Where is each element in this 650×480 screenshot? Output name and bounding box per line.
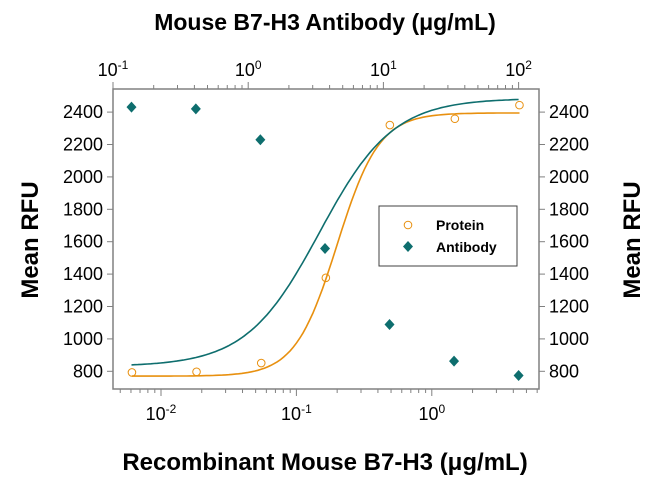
y-tick-label-left: 800 <box>73 361 103 381</box>
legend-label-protein: Protein <box>436 217 484 233</box>
protein-point <box>256 358 266 368</box>
antibody-point <box>449 355 460 367</box>
x2-tick-label-base: 10 <box>98 60 118 80</box>
y-tick-label-left: 2000 <box>63 167 103 187</box>
y-tick-label-right: 2000 <box>549 167 589 187</box>
x2-tick-label-base: 10 <box>505 60 525 80</box>
y-tick-label-left: 1200 <box>63 297 103 317</box>
legend: Protein Antibody <box>378 205 518 267</box>
y-tick-label-right: 1600 <box>549 232 589 252</box>
legend-box <box>378 205 518 267</box>
y-tick-label-left: 1400 <box>63 264 103 284</box>
data-points <box>126 100 524 382</box>
x2-tick-label-exponent: 1 <box>390 58 397 72</box>
legend-marker-protein <box>403 220 413 230</box>
x-tick-label-exponent: -2 <box>166 402 177 416</box>
legend-label-antibody: Antibody <box>436 239 497 255</box>
y-tick-label-right: 800 <box>549 361 579 381</box>
x2-tick-label-exponent: -1 <box>118 58 129 72</box>
plot-frame <box>112 88 540 390</box>
x-tick-label: 10-1 <box>281 402 312 424</box>
x2-tick-label: 10-1 <box>98 58 129 80</box>
x2-tick-label: 102 <box>505 58 532 80</box>
x-tick-label-base: 10 <box>146 404 166 424</box>
x2-tick-label: 101 <box>370 58 397 80</box>
y-tick-label-right: 2400 <box>549 102 589 122</box>
protein-point <box>321 273 331 283</box>
x2-tick-label-base: 10 <box>235 60 255 80</box>
y-tick-label-right: 1000 <box>549 329 589 349</box>
y-tick-label-left: 2400 <box>63 102 103 122</box>
x-tick-label-exponent: -1 <box>301 402 312 416</box>
x-tick-label: 100 <box>418 402 445 424</box>
x-tick-label-base: 10 <box>281 404 301 424</box>
y-tick-label-right: 1400 <box>549 264 589 284</box>
chart-title: Mouse B7-H3 Antibody (μg/mL) <box>154 9 496 35</box>
y-tick-label-left: 1000 <box>63 329 103 349</box>
x-axis-label: Recombinant Mouse B7-H3 (μg/mL) <box>122 449 527 476</box>
y-tick-label-left: 2200 <box>63 135 103 155</box>
y-tick-label-left: 1600 <box>63 232 103 252</box>
protein-point <box>192 367 201 377</box>
antibody-point <box>513 370 524 382</box>
y-tick-label-right: 1200 <box>549 297 589 317</box>
antibody-point <box>384 318 395 330</box>
x2-tick-label: 100 <box>235 58 262 80</box>
x2-tick-label-exponent: 0 <box>255 58 262 72</box>
antibody-point <box>190 103 201 115</box>
protein-point <box>385 120 395 130</box>
x2-tick-label-base: 10 <box>370 60 390 80</box>
protein-point <box>515 100 524 110</box>
protein-point <box>450 114 460 124</box>
x-tick-label-exponent: 0 <box>438 402 445 416</box>
antibody-point <box>255 134 266 146</box>
y-tick-label-right: 2200 <box>549 135 589 155</box>
y-tick-label-left: 1800 <box>63 199 103 219</box>
x-tick-label-base: 10 <box>418 404 438 424</box>
x2-tick-label-exponent: 2 <box>525 58 532 72</box>
antibody-fit-curve <box>131 98 519 366</box>
antibody-point <box>126 101 137 113</box>
x-tick-label: 10-2 <box>146 402 177 424</box>
y-axis-label-right: Mean RFU <box>619 181 646 298</box>
protein-point <box>127 368 137 377</box>
y-axis-label-left: Mean RFU <box>17 181 44 298</box>
antibody-point <box>320 243 331 255</box>
y-tick-label-right: 1800 <box>549 199 589 219</box>
legend-marker-antibody <box>403 241 413 252</box>
